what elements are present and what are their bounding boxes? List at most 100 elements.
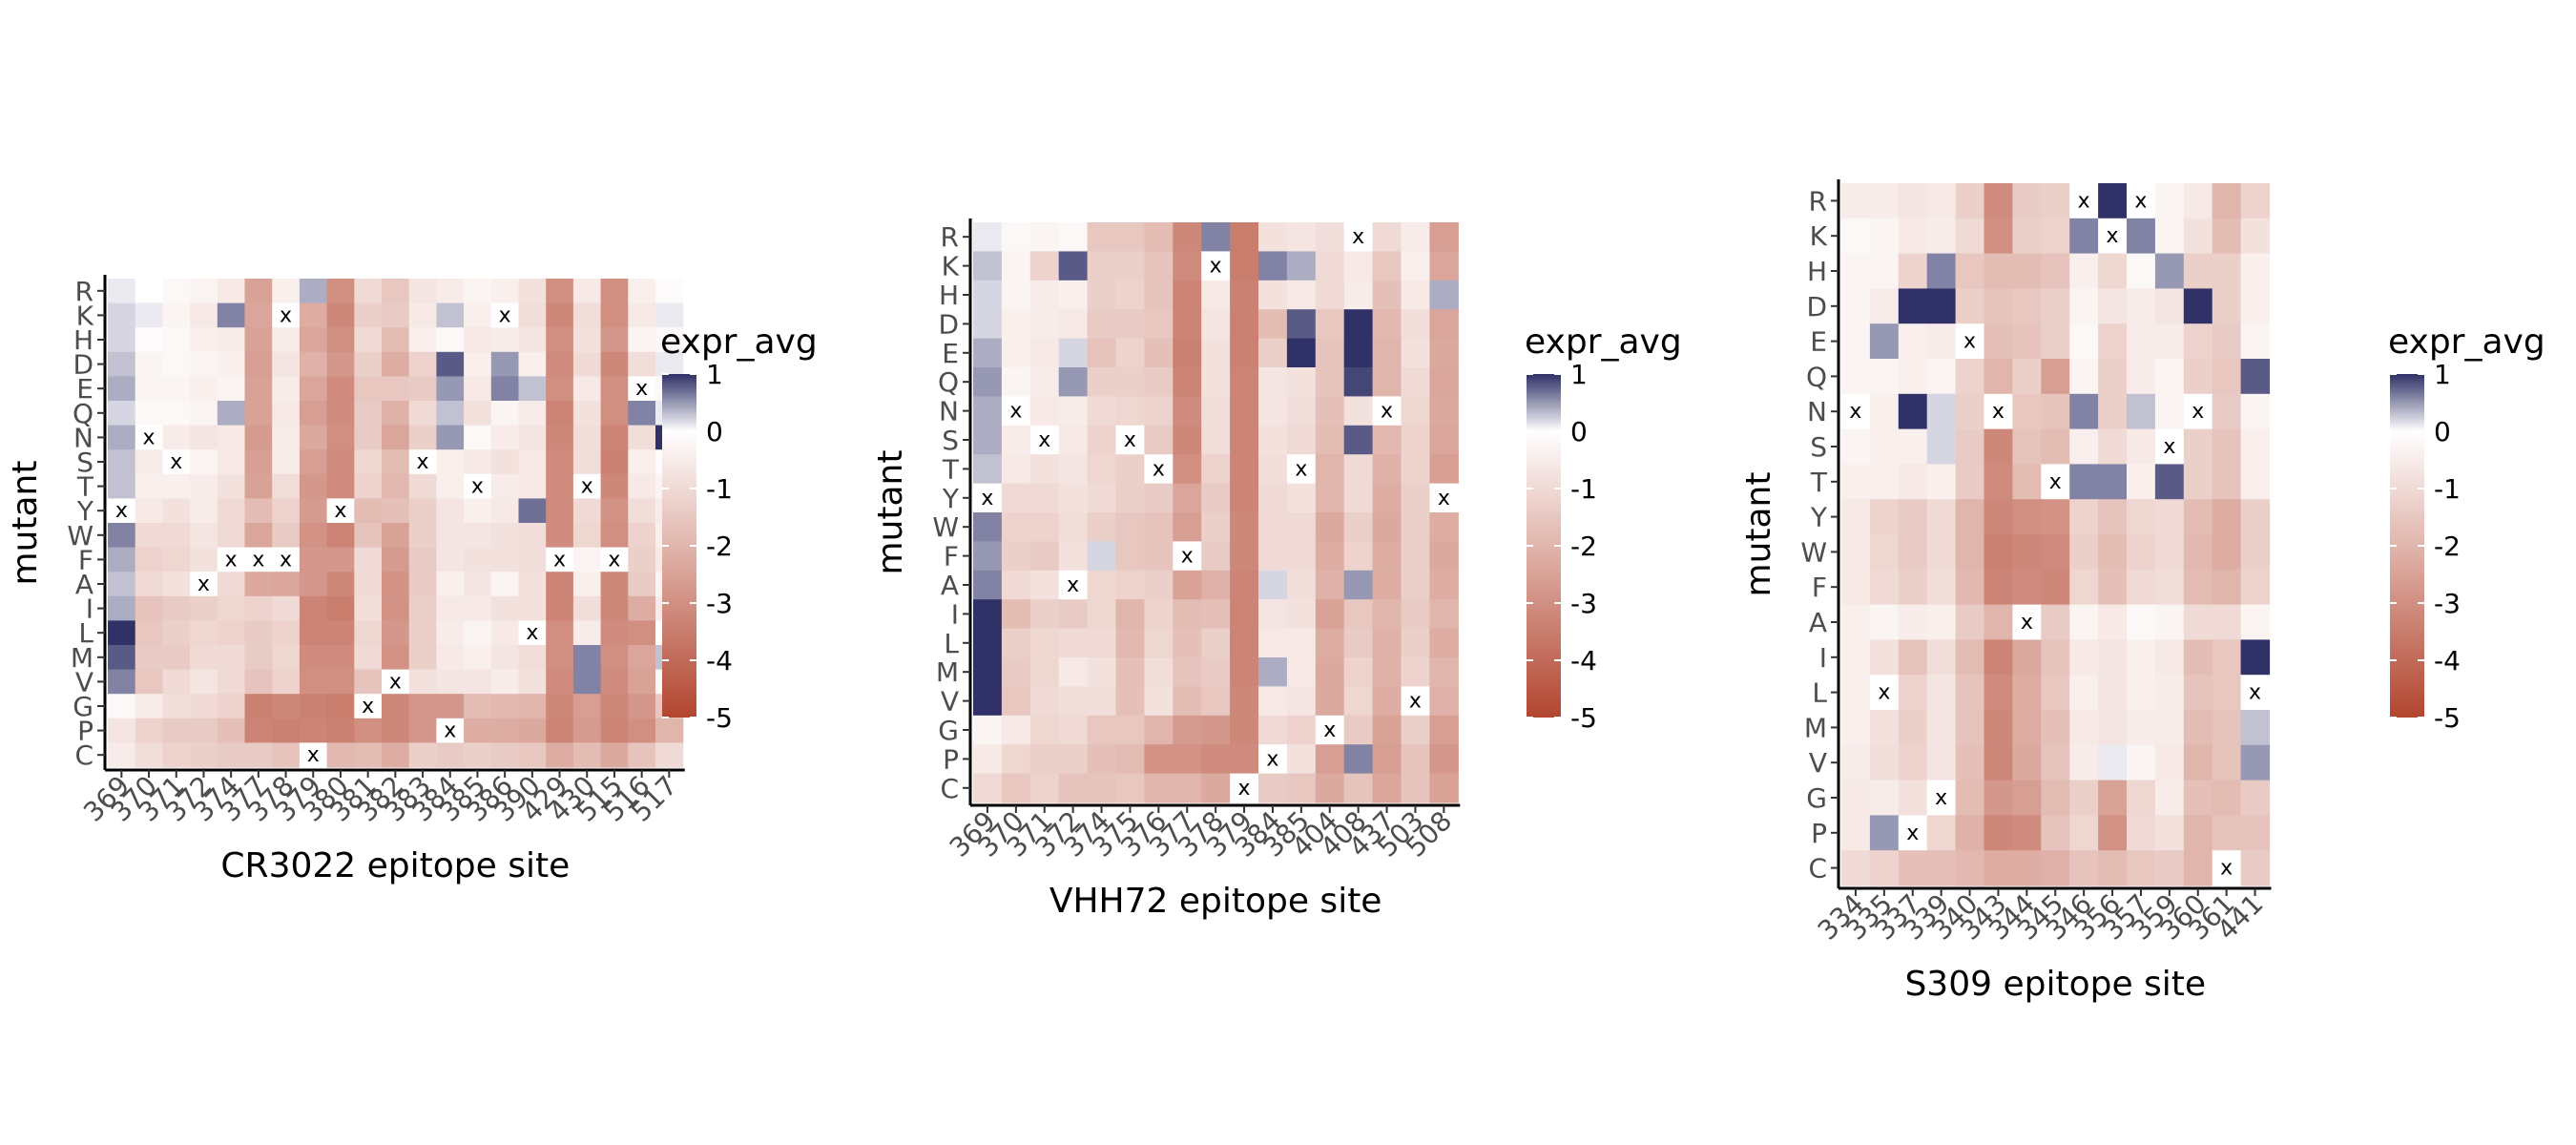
- heatmap-cell: [518, 302, 547, 328]
- wildtype-cell: [1029, 425, 1060, 455]
- wildtype-marker: x: [334, 499, 346, 523]
- heatmap-cell: [354, 449, 383, 475]
- heatmap-cell: [628, 669, 656, 695]
- heatmap-cell: [2127, 323, 2156, 360]
- heatmap-cell: [1372, 367, 1402, 397]
- heatmap-cell: [1898, 393, 1928, 430]
- heatmap-cell: [1144, 570, 1174, 600]
- heatmap-cell: [973, 222, 1003, 252]
- heatmap-cell: [2041, 639, 2070, 676]
- heatmap-cell: [490, 351, 520, 377]
- heatmap-cell: [436, 449, 465, 475]
- y-tick-label: T: [1810, 467, 1828, 498]
- heatmap-cell: [1258, 628, 1288, 658]
- heatmap-cell: [382, 523, 410, 549]
- heatmap-cell: [2127, 499, 2156, 535]
- heatmap-cell: [1173, 570, 1202, 600]
- wildtype-marker: x: [1438, 487, 1450, 510]
- heatmap-cell: [490, 742, 520, 768]
- heatmap-cell: [1087, 367, 1117, 397]
- heatmap-cell: [299, 449, 328, 475]
- heatmap-cell: [162, 645, 191, 671]
- heatmap-cell: [1401, 541, 1430, 572]
- heatmap-cell: [299, 620, 328, 646]
- wildtype-cell: [135, 425, 163, 450]
- heatmap-cell: [1869, 288, 1900, 324]
- heatmap-cell: [162, 425, 191, 450]
- heatmap-cell: [1984, 569, 2013, 606]
- heatmap-cell: [135, 572, 163, 597]
- heatmap-cell: [572, 620, 602, 646]
- wildtype-cell: [354, 694, 383, 719]
- heatmap-cell: [490, 327, 520, 353]
- heatmap-cell: [1898, 183, 1928, 219]
- heatmap-cell: [1087, 280, 1117, 310]
- heatmap-cell: [1058, 715, 1089, 745]
- heatmap-cell: [1315, 309, 1345, 340]
- heatmap-cell: [1029, 367, 1060, 397]
- heatmap-cell: [1144, 483, 1174, 513]
- heatmap-cell: [2098, 393, 2128, 430]
- heatmap-cell: [464, 327, 492, 353]
- wildtype-cell: [546, 547, 574, 572]
- heatmap-cell: [1201, 280, 1231, 310]
- heatmap-panel-1: xxxxxxxxxxxxxxxxxxxxxxRKHDEQNSTYWFAILMVG…: [6, 275, 685, 885]
- heatmap-cell: [1315, 686, 1345, 717]
- heatmap-cell: [572, 523, 602, 549]
- heatmap-cell: [244, 620, 273, 646]
- heatmap-cell: [1029, 686, 1060, 717]
- heatmap-cell: [973, 425, 1003, 455]
- wildtype-marker: x: [2078, 189, 2090, 213]
- heatmap-cell: [1230, 570, 1259, 600]
- heatmap-cell: [354, 327, 383, 353]
- heatmap-cell: [464, 669, 492, 695]
- heatmap-cell: [1343, 541, 1374, 572]
- wildtype-marker: x: [252, 548, 264, 572]
- heatmap-cell: [1926, 604, 1957, 640]
- heatmap-cell: [190, 523, 218, 549]
- heatmap-cell: [1230, 599, 1259, 630]
- heatmap-cell: [1984, 323, 2013, 360]
- heatmap-cell: [2069, 675, 2099, 711]
- heatmap-cell: [1173, 396, 1202, 427]
- heatmap-cell: [1258, 251, 1288, 281]
- wildtype-cell: [1001, 396, 1031, 427]
- heatmap-cell: [1230, 657, 1259, 687]
- y-tick-label: P: [1811, 818, 1827, 849]
- heatmap-cell: [299, 279, 328, 304]
- heatmap-cell: [973, 541, 1003, 572]
- legend-label: -1: [1570, 473, 1597, 505]
- heatmap-cell: [2154, 288, 2185, 324]
- heatmap-cell: [436, 547, 465, 572]
- heatmap-cell: [600, 449, 629, 475]
- heatmap-cell: [1955, 815, 1985, 851]
- heatmap-cell: [2183, 288, 2213, 324]
- heatmap-cell: [326, 279, 355, 304]
- heatmap-cell: [1087, 686, 1117, 717]
- heatmap-cell: [464, 694, 492, 719]
- heatmap-cell: [2240, 604, 2271, 640]
- heatmap-cell: [546, 498, 574, 524]
- heatmap-cell: [190, 742, 218, 768]
- heatmap-cell: [1898, 218, 1928, 255]
- heatmap-cell: [600, 498, 629, 524]
- heatmap-cell: [464, 620, 492, 646]
- y-tick-label: E: [1810, 326, 1827, 358]
- heatmap-cell: [2012, 710, 2042, 746]
- heatmap-cell: [1926, 639, 1957, 676]
- heatmap-cell: [1029, 599, 1060, 630]
- wildtype-cell: [464, 473, 492, 499]
- heatmap-cell: [1401, 222, 1430, 252]
- heatmap-cell: [1984, 675, 2013, 711]
- heatmap-cell: [1001, 541, 1031, 572]
- heatmap-cell: [628, 302, 656, 328]
- heatmap-cell: [2240, 499, 2271, 535]
- heatmap-cell: [1926, 744, 1957, 781]
- heatmap-cell: [1372, 657, 1402, 687]
- heatmap-cell: [135, 694, 163, 719]
- wildtype-cell: [1401, 686, 1430, 717]
- heatmap-cell: [1955, 639, 1985, 676]
- heatmap-cell: [1401, 657, 1430, 687]
- heatmap-cell: [1058, 773, 1089, 803]
